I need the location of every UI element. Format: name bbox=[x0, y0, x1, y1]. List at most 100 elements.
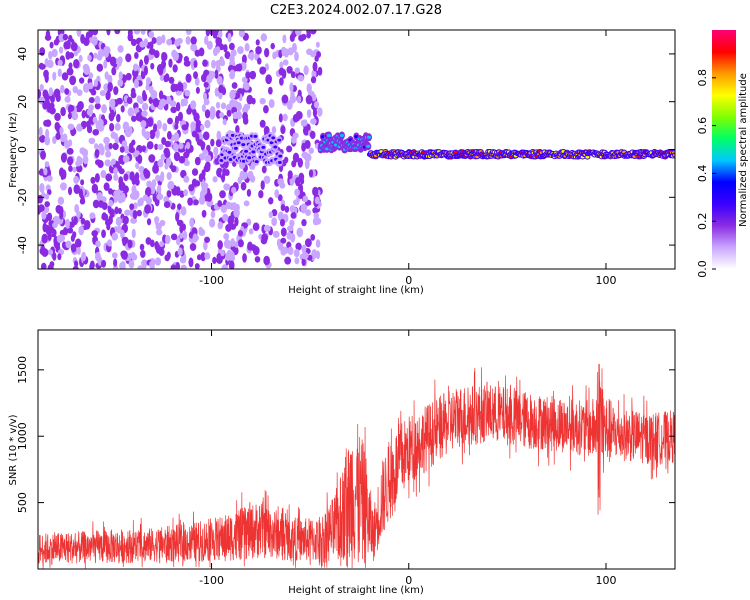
noise-cell bbox=[279, 61, 284, 70]
noise-cell bbox=[76, 123, 83, 132]
noise-cell bbox=[57, 196, 65, 205]
band-cell bbox=[585, 155, 590, 159]
noise-cell bbox=[129, 203, 135, 210]
noise-cell bbox=[70, 234, 75, 242]
noise-cell bbox=[235, 92, 241, 99]
noise-cell bbox=[183, 175, 190, 183]
noise-cell bbox=[127, 107, 135, 117]
noise-cell bbox=[53, 235, 58, 244]
noise-cell bbox=[107, 81, 113, 92]
noise-cell bbox=[204, 236, 210, 243]
noise-cell bbox=[117, 207, 122, 215]
noise-cell bbox=[261, 233, 269, 243]
noise-cell bbox=[44, 119, 52, 127]
noise-cell bbox=[223, 44, 228, 53]
noise-cell bbox=[64, 139, 69, 149]
noise-cell bbox=[52, 222, 58, 229]
noise-cell bbox=[304, 159, 310, 170]
noise-cell bbox=[221, 264, 229, 269]
spectrogram-xtick-label: -100 bbox=[199, 274, 224, 287]
noise-cell bbox=[220, 204, 228, 213]
noise-cell bbox=[238, 30, 246, 38]
noise-cell bbox=[263, 105, 269, 114]
noise-cell bbox=[175, 102, 181, 112]
noise-cell bbox=[200, 73, 207, 83]
noise-cell bbox=[91, 230, 99, 237]
noise-cell bbox=[38, 205, 45, 212]
noise-cell bbox=[222, 213, 229, 222]
noise-cell bbox=[179, 232, 184, 239]
noise-cell bbox=[255, 45, 262, 55]
noise-cell bbox=[195, 86, 200, 94]
noise-cell bbox=[308, 169, 314, 178]
noise-cell bbox=[47, 264, 54, 269]
noise-cell bbox=[214, 69, 219, 79]
noise-cell bbox=[62, 226, 69, 236]
noise-cell bbox=[310, 234, 316, 241]
noise-cell bbox=[164, 73, 170, 82]
noise-cell bbox=[40, 244, 46, 254]
noise-cell bbox=[88, 96, 95, 104]
noise-cell bbox=[88, 137, 96, 145]
noise-cell bbox=[51, 48, 58, 58]
noise-cell bbox=[284, 205, 290, 213]
noise-cell bbox=[279, 77, 284, 86]
noise-cell bbox=[155, 36, 163, 46]
noise-cell bbox=[58, 46, 64, 54]
noise-cell bbox=[281, 46, 287, 57]
noise-cell bbox=[200, 252, 206, 262]
noise-cell bbox=[268, 197, 274, 205]
noise-cell bbox=[126, 96, 133, 105]
noise-cell bbox=[105, 173, 113, 182]
noise-cell bbox=[52, 136, 57, 144]
noise-cell bbox=[60, 85, 65, 93]
noise-cell bbox=[72, 166, 77, 173]
noise-cell bbox=[308, 147, 315, 154]
noise-cell bbox=[48, 50, 53, 60]
noise-cell bbox=[42, 89, 49, 98]
noise-cell bbox=[46, 189, 52, 196]
noise-cell bbox=[148, 48, 156, 55]
noise-cell bbox=[182, 97, 188, 107]
noise-cell bbox=[43, 167, 48, 176]
noise-cell bbox=[280, 248, 287, 256]
noise-cell bbox=[237, 63, 243, 72]
noise-cell bbox=[203, 240, 208, 251]
noise-cell bbox=[73, 216, 78, 226]
noise-cell bbox=[120, 229, 125, 239]
noise-cell bbox=[277, 211, 284, 222]
noise-cell bbox=[174, 39, 181, 47]
noise-cell bbox=[220, 102, 227, 110]
noise-cell bbox=[43, 69, 49, 79]
noise-cell bbox=[287, 246, 294, 256]
noise-cell bbox=[213, 146, 219, 156]
noise-cell bbox=[152, 164, 159, 174]
noise-cell bbox=[101, 212, 107, 220]
noise-cell bbox=[298, 172, 305, 182]
noise-cell bbox=[82, 155, 89, 165]
noise-cell bbox=[303, 65, 309, 76]
noise-cell bbox=[289, 219, 295, 228]
noise-cell bbox=[294, 257, 300, 265]
band-cell bbox=[254, 160, 259, 164]
band-cell bbox=[325, 147, 330, 151]
noise-cell bbox=[105, 150, 112, 158]
noise-cell bbox=[122, 155, 130, 163]
noise-cell bbox=[177, 247, 183, 256]
noise-cell bbox=[96, 63, 104, 72]
noise-cell bbox=[80, 179, 85, 186]
noise-cell bbox=[188, 257, 194, 268]
noise-cell bbox=[290, 212, 297, 219]
noise-cell bbox=[216, 75, 223, 85]
noise-cell bbox=[47, 249, 54, 256]
noise-cell bbox=[145, 84, 150, 91]
noise-cell bbox=[204, 119, 211, 129]
noise-cell bbox=[46, 175, 53, 182]
noise-cell bbox=[202, 131, 210, 141]
noise-cell bbox=[39, 182, 45, 193]
noise-cell bbox=[281, 94, 289, 104]
noise-cell bbox=[317, 107, 323, 117]
noise-cell bbox=[204, 35, 209, 46]
noise-cell bbox=[135, 162, 140, 170]
snr-ytick-label: 1500 bbox=[16, 356, 29, 384]
